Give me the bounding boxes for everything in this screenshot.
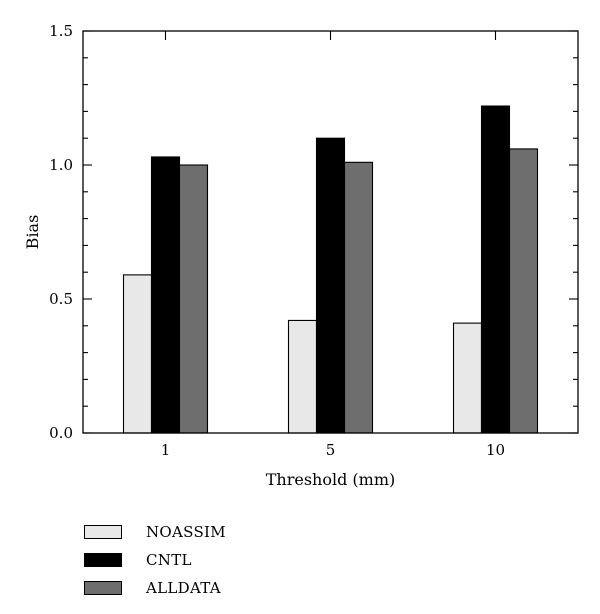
legend-label-cntl: CNTL: [146, 551, 192, 569]
legend-swatch-cntl: [84, 553, 122, 567]
y-tick-label: 1.5: [49, 22, 73, 40]
bars-layer: [122, 105, 539, 434]
bar-noassim-1: [122, 274, 153, 434]
legend-item-noassim: NOASSIM: [84, 518, 226, 546]
y-tick-label: 0.0: [49, 424, 73, 442]
bar-alldata-10: [508, 148, 539, 434]
x-tick-label: 10: [486, 441, 505, 459]
bar-alldata-1: [178, 164, 209, 434]
y-tick-label: 1.0: [49, 156, 73, 174]
legend: NOASSIM CNTL ALLDATA: [84, 518, 226, 602]
y-tick-label: 0.5: [49, 290, 73, 308]
bar-noassim-5: [287, 319, 318, 434]
bar-cntl-1: [150, 156, 181, 434]
y-axis-title: Bias: [23, 215, 42, 250]
bar-chart: 0.0 0.5 1.0 1.5 1 5 10 Bias Threshold (mm): [23, 22, 579, 489]
ticks-layer: 0.0 0.5 1.0 1.5 1 5 10: [49, 22, 578, 459]
bar-alldata-5: [343, 161, 374, 434]
legend-swatch-noassim: [84, 525, 122, 539]
legend-item-cntl: CNTL: [84, 546, 226, 574]
legend-swatch-alldata: [84, 581, 122, 595]
bar-cntl-10: [480, 105, 511, 434]
x-tick-label: 1: [161, 441, 171, 459]
legend-label-alldata: ALLDATA: [146, 579, 221, 597]
x-tick-label: 5: [326, 441, 336, 459]
legend-item-alldata: ALLDATA: [84, 574, 226, 602]
legend-label-noassim: NOASSIM: [146, 523, 226, 541]
bar-cntl-5: [315, 137, 346, 434]
bar-noassim-10: [452, 322, 483, 434]
x-axis-title: Threshold (mm): [266, 470, 396, 489]
